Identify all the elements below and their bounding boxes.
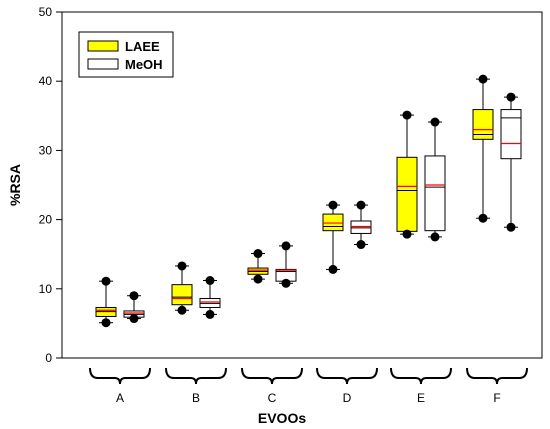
y-tick-label-20: 20 <box>39 213 53 227</box>
box-meoh-a <box>123 291 145 324</box>
box-iqr <box>396 156 418 232</box>
x-brace-f <box>466 367 528 385</box>
max-dot <box>205 275 215 285</box>
x-category-label-c: C <box>268 391 277 405</box>
x-axis: A B C D E F <box>89 367 528 405</box>
max-dot <box>177 261 187 271</box>
min-dot <box>101 318 111 328</box>
box-laee-a <box>95 276 117 328</box>
legend-label-laee: LAEE <box>125 39 160 54</box>
x-category-label-f: F <box>493 391 500 405</box>
x-category-label-d: D <box>343 391 352 405</box>
box-laee-b <box>171 261 193 315</box>
box-iqr <box>500 109 522 160</box>
legend-swatch-meoh <box>87 58 119 70</box>
x-brace-b <box>165 367 227 385</box>
y-tick-label-10: 10 <box>39 282 53 296</box>
legend-swatch-laee <box>87 40 119 52</box>
max-dot <box>101 276 111 286</box>
y-tick-label-50: 50 <box>39 5 53 19</box>
min-dot <box>177 305 187 315</box>
min-dot <box>478 213 488 223</box>
legend-label-meoh: MeOH <box>125 57 163 72</box>
plot-frame <box>61 11 543 359</box>
x-brace-c <box>241 367 303 385</box>
box-meoh-b <box>199 275 221 319</box>
min-dot <box>402 229 412 239</box>
min-dot <box>205 309 215 319</box>
x-category-label-b: B <box>192 391 200 405</box>
box-meoh-d <box>350 200 372 250</box>
y-axis: 0 10 20 30 40 50 <box>39 5 62 365</box>
x-category-label-a: A <box>116 391 124 405</box>
x-category-label-e: E <box>417 391 425 405</box>
max-dot <box>506 92 516 102</box>
y-tick-label-0: 0 <box>45 351 52 365</box>
box-iqr <box>322 213 344 232</box>
min-dot <box>356 240 366 250</box>
max-dot <box>402 110 412 120</box>
min-dot <box>506 222 516 232</box>
x-axis-title: EVOOs <box>258 410 306 426</box>
max-dot <box>478 74 488 84</box>
box-laee-e <box>396 110 418 239</box>
min-dot <box>328 264 338 274</box>
y-axis-title: %RSA <box>7 164 23 206</box>
x-brace-d <box>316 367 378 385</box>
legend: LAEE MeOH <box>78 31 174 78</box>
box-iqr <box>424 155 446 232</box>
x-brace-a <box>89 367 151 385</box>
box-iqr <box>350 220 372 234</box>
box-laee-f <box>472 74 494 223</box>
max-dot <box>129 291 139 301</box>
plot-area <box>95 74 522 328</box>
max-dot <box>253 249 263 259</box>
min-dot <box>281 278 291 288</box>
box-meoh-f <box>500 92 522 232</box>
box-iqr <box>472 109 494 140</box>
min-dot <box>430 232 440 242</box>
box-meoh-c <box>275 241 297 288</box>
box-laee-d <box>322 200 344 274</box>
min-dot <box>253 274 263 284</box>
y-tick-label-40: 40 <box>39 74 53 88</box>
min-dot <box>129 314 139 324</box>
box-laee-c <box>247 249 269 284</box>
box-meoh-e <box>424 117 446 242</box>
max-dot <box>430 117 440 127</box>
max-dot <box>281 241 291 251</box>
y-tick-label-30: 30 <box>39 143 53 157</box>
max-dot <box>356 200 366 210</box>
box-iqr <box>171 284 193 306</box>
max-dot <box>328 200 338 210</box>
x-brace-e <box>390 367 452 385</box>
